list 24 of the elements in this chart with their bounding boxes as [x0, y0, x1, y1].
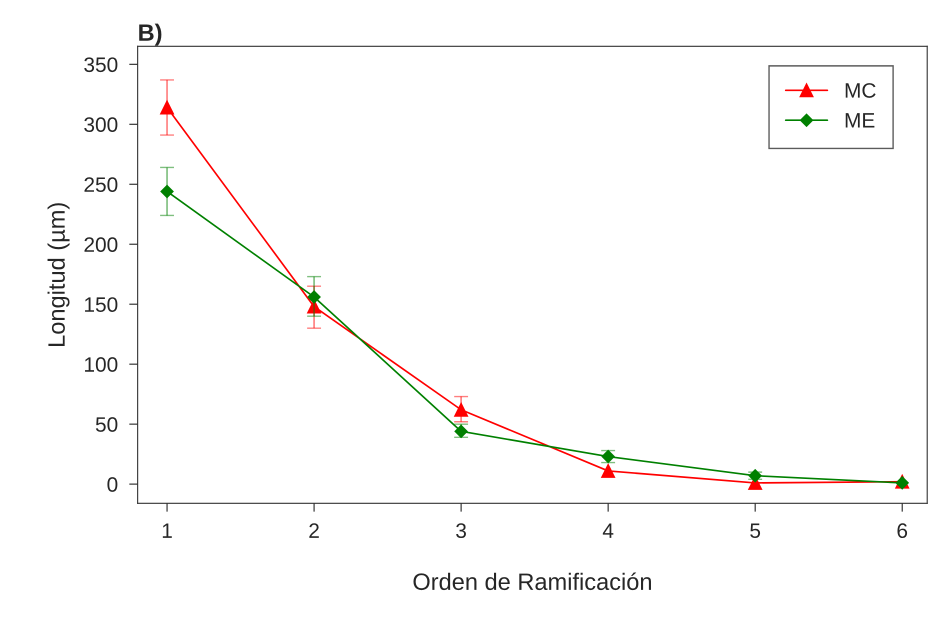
y-tick-label: 200 [84, 237, 118, 252]
y-tick-label: 250 [84, 177, 118, 192]
y-tick-label: 50 [96, 417, 118, 432]
point [160, 184, 174, 198]
y-axis-title: Longitud (µm) [48, 203, 70, 346]
y-tick-label: 150 [85, 297, 118, 312]
x-tick-label: 6 [897, 523, 908, 538]
x-tick-label: 2 [309, 523, 319, 538]
point [454, 402, 468, 417]
y-tick-label: 100 [85, 357, 118, 372]
y-tick-label: 350 [84, 57, 118, 72]
x-tick-label: 3 [456, 523, 466, 538]
point [160, 100, 174, 114]
legend-label: MC [846, 83, 876, 98]
y-tick-label: 0 [107, 477, 118, 492]
x-tick-label: 4 [602, 524, 614, 538]
x-tick-label: 1 [162, 524, 172, 538]
point [601, 464, 616, 478]
legend-label: ME [846, 113, 874, 128]
point [307, 290, 321, 304]
y-tick-label: 300 [84, 117, 118, 132]
x-axis-title: Orden de Ramificación [413, 572, 651, 590]
chart-title: B) [139, 24, 162, 46]
x-tick-label: 5 [750, 524, 760, 538]
